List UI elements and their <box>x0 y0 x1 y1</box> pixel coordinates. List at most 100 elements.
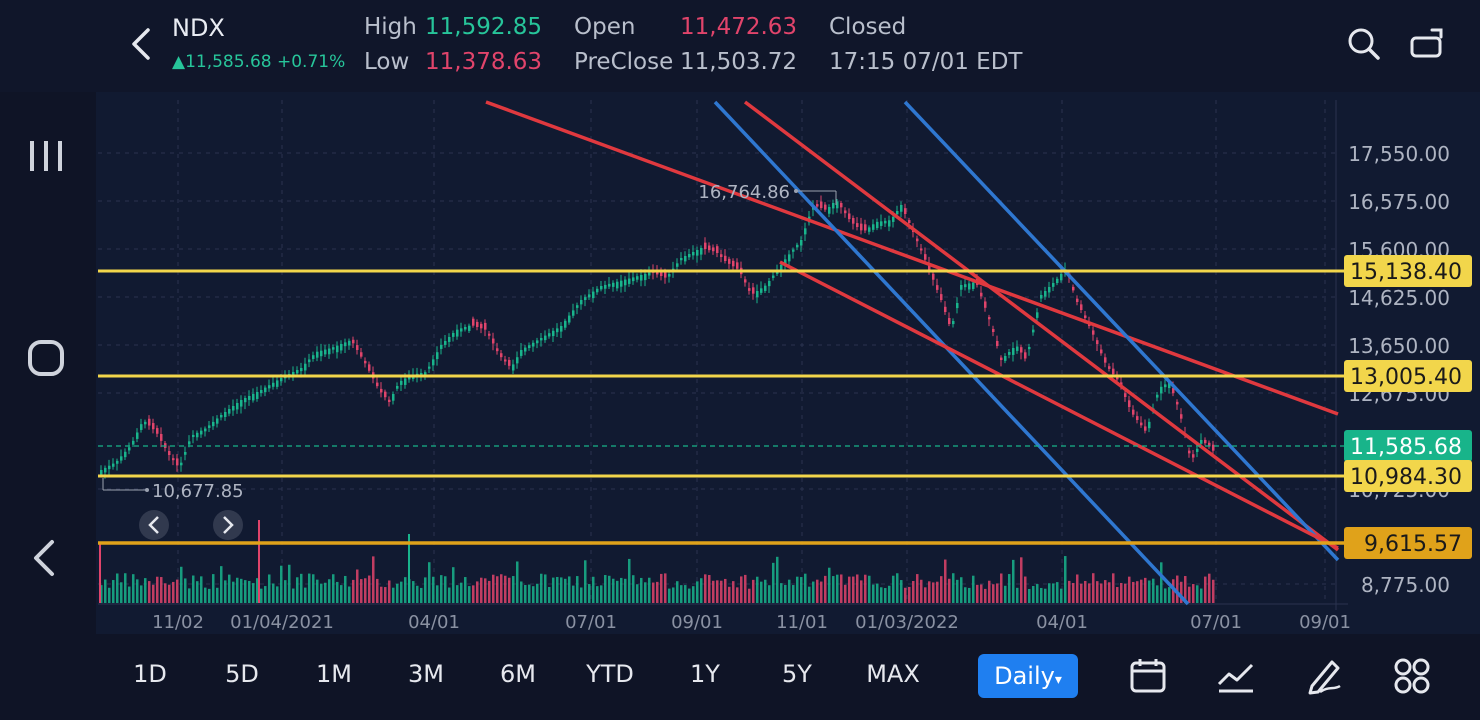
volume-bar <box>644 582 647 603</box>
candle-body <box>232 406 235 411</box>
timeframe-3m[interactable]: 3M <box>408 660 444 688</box>
volume-bar <box>580 587 583 603</box>
candle-body <box>764 285 767 291</box>
volume-bar <box>980 584 983 603</box>
volume-bar <box>472 585 475 603</box>
candle-body <box>996 340 999 346</box>
volume-bar <box>1180 581 1183 603</box>
recent-apps-icon[interactable] <box>24 138 68 174</box>
volume-bar <box>144 578 147 603</box>
volume-bar <box>176 579 179 603</box>
volume-bar <box>192 575 195 603</box>
interval-dropdown[interactable]: Daily▾ <box>978 654 1078 698</box>
candle-body <box>1036 312 1039 318</box>
volume-bar <box>1100 583 1103 603</box>
volume-bar <box>464 577 467 603</box>
candle-body <box>696 250 699 256</box>
date-tick-label: 07/01 <box>1190 612 1242 633</box>
nav-back-icon[interactable] <box>24 538 68 578</box>
candle-body <box>256 392 259 399</box>
candle-body <box>1020 347 1023 353</box>
calendar-icon[interactable] <box>1128 656 1168 696</box>
candle-body <box>804 228 807 235</box>
volume-bar <box>832 576 835 603</box>
search-icon[interactable] <box>1346 26 1382 62</box>
candle-body <box>112 463 115 467</box>
volume-bar <box>1196 585 1199 603</box>
candle-body <box>676 263 679 267</box>
volume-bar <box>1112 573 1115 603</box>
rotate-screen-icon[interactable] <box>1410 26 1446 62</box>
candle-body <box>968 283 971 290</box>
high-marker-label: 16,764.86 <box>698 182 790 203</box>
candle-body <box>556 328 559 333</box>
candle-body <box>528 345 531 349</box>
candle-body <box>228 409 231 414</box>
candle-body <box>560 326 563 332</box>
volume-bar <box>500 574 503 603</box>
timeframe-1d[interactable]: 1D <box>133 660 167 688</box>
timeframe-5y[interactable]: 5Y <box>782 660 812 688</box>
trendline-channel-red <box>485 100 1339 416</box>
candle-body <box>664 270 667 278</box>
volume-bar <box>436 585 439 603</box>
candle-body <box>196 432 199 438</box>
timeframe-ytd[interactable]: YTD <box>586 660 634 688</box>
volume-bar <box>484 578 487 603</box>
candle-body <box>860 223 863 231</box>
candle-body <box>816 204 819 207</box>
candle-body <box>108 465 111 470</box>
volume-bar <box>156 576 159 603</box>
bottom-toolbar <box>0 640 1480 720</box>
candle-body <box>744 279 747 283</box>
volume-bar <box>248 580 251 603</box>
volume-bar <box>904 587 907 603</box>
candle-body <box>644 273 647 281</box>
timeframe-6m[interactable]: 6M <box>500 660 536 688</box>
draw-tool-icon[interactable] <box>1304 656 1344 696</box>
back-arrow-icon[interactable] <box>122 24 162 64</box>
candle-body <box>588 294 591 298</box>
volume-bar <box>196 581 199 603</box>
volume-bar <box>508 577 511 603</box>
grid-menu-icon[interactable] <box>1392 656 1432 696</box>
volume-bar <box>596 586 599 603</box>
candle-body <box>444 341 447 345</box>
volume-bar <box>276 586 279 603</box>
timeframe-5d[interactable]: 5D <box>225 660 259 688</box>
volume-bar <box>716 580 719 603</box>
candle-body <box>188 441 191 445</box>
candle-body <box>300 368 303 372</box>
volume-bar <box>1044 588 1047 603</box>
candle-body <box>1028 347 1031 350</box>
indicator-icon[interactable] <box>1216 656 1256 696</box>
candle-body <box>868 227 871 232</box>
candle-body <box>848 213 851 220</box>
volume-bar <box>1168 587 1171 603</box>
volume-bar <box>548 587 551 603</box>
candle-body <box>404 378 407 385</box>
volume-bar <box>452 567 455 603</box>
candle-body <box>1084 315 1087 318</box>
candle-body <box>772 275 775 278</box>
volume-bar <box>104 579 107 603</box>
candle-body <box>368 364 371 371</box>
volume-bar <box>1116 587 1119 603</box>
volume-bar <box>124 573 127 603</box>
prev-period-button[interactable] <box>139 510 169 540</box>
timeframe-max[interactable]: MAX <box>866 660 920 688</box>
timeframe-1y[interactable]: 1Y <box>690 660 720 688</box>
timeframe-1m[interactable]: 1M <box>316 660 352 688</box>
next-period-button[interactable] <box>213 510 243 540</box>
volume-bar <box>344 575 347 603</box>
volume-bar <box>836 574 839 603</box>
volume-bar <box>1040 587 1043 603</box>
home-icon[interactable] <box>24 338 68 378</box>
volume-bar <box>1108 582 1111 603</box>
candlestick-chart[interactable]: 17,550.0016,575.0015,600.0014,625.0013,6… <box>0 0 1480 640</box>
candle-body <box>916 238 919 242</box>
volume-bar <box>844 584 847 603</box>
volume-bar <box>1152 578 1155 603</box>
volume-bar <box>1188 586 1191 603</box>
volume-bar <box>1148 580 1151 603</box>
